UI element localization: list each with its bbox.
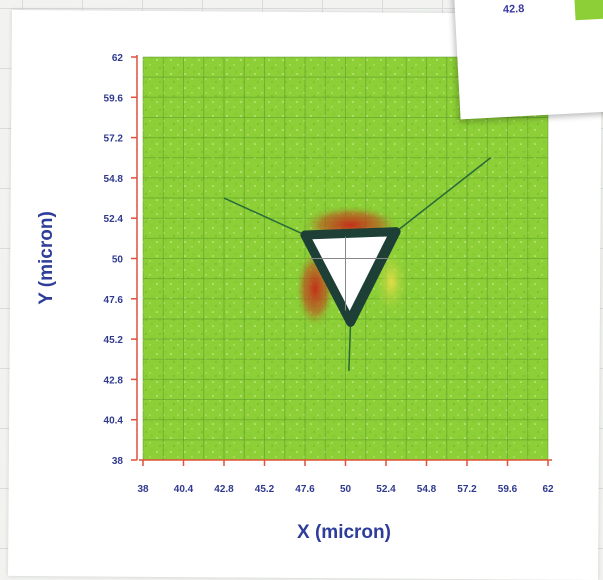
x-tick-label: 57.2 [457,484,477,495]
x-tick-label: 42.8 [214,484,234,495]
legend-inset: 42.8 [453,0,603,120]
x-axis-title: X (micron) [297,522,391,543]
y-tick-label: 38 [112,456,124,467]
y-tick-label: 59.6 [104,93,124,104]
y-tick-label: 45.2 [104,335,124,346]
x-tick-label: 40.4 [174,484,194,495]
x-axis: 38 40.4 42.8 45.2 47.6 50 52.4 54.8 57.2 59.6 62 [137,459,554,495]
y-tick-label: 47.6 [104,295,124,306]
x-tick-label: 45.2 [255,484,275,495]
x-tick-label: 50 [340,484,352,495]
crack-line [223,197,306,236]
y-tick-label: 52.4 [104,214,124,225]
y-tick-label: 62 [112,53,124,64]
crack-line [395,157,492,233]
x-tick-label: 47.6 [295,484,315,495]
y-axis: 62 59.6 57.2 54.8 52.4 50 47.6 45.2 42.8 40.4 38 [104,53,138,467]
y-tick-label: 40.4 [104,416,124,427]
x-tick-label: 59.6 [498,484,518,495]
x-tick-label: 38 [137,484,149,495]
indent-impression [223,157,492,372]
y-tick-label: 57.2 [104,134,124,145]
legend-value-label: 42.8 [502,2,525,16]
crack-line [348,322,352,372]
x-tick-label: 54.8 [417,484,437,495]
y-axis-title: Y (micron) [36,211,57,305]
x-tick-label: 62 [542,484,554,495]
legend-color-swatch [574,0,603,21]
indent-void [312,236,388,311]
y-tick-label: 54.8 [104,174,124,185]
y-tick-label: 50 [112,255,124,266]
y-tick-label: 42.8 [104,375,124,386]
x-tick-label: 52.4 [376,484,396,495]
